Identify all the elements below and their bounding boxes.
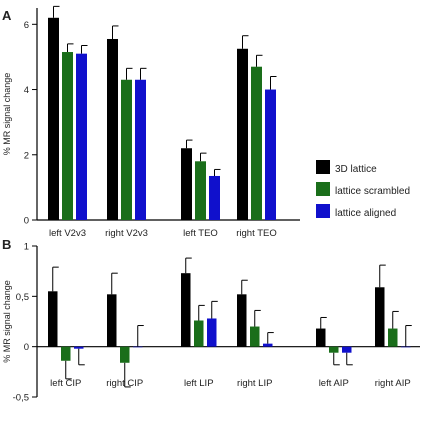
panel-b-category-label-right-cip: right CIP <box>106 378 143 389</box>
panel-a-right-teo-lattice-aligned-bar <box>265 89 276 221</box>
panel-label-a: A <box>2 8 12 23</box>
panel-b-left-aip-lattice-scrambled-bar <box>329 346 339 353</box>
legend-label-lattice-aligned: lattice aligned <box>335 208 396 219</box>
legend-label-3d-lattice: 3D lattice <box>335 164 377 175</box>
panel-a-right-v2v3-lattice-aligned-bar <box>135 79 146 220</box>
panel-b-right-aip-lattice-aligned-bar <box>401 346 411 348</box>
panel-b-left-aip-3d-lattice-bar <box>316 328 326 347</box>
panel-b-category-label-left-cip: left CIP <box>50 378 81 389</box>
panel-b-left-cip-3d-lattice-bar <box>48 291 58 347</box>
panel-b-y-tick-label-1: 0 <box>24 342 29 353</box>
panel-b-right-lip-lattice-scrambled-bar <box>250 326 260 347</box>
panel-b-y-axis-label: % MR signal change <box>2 280 12 363</box>
panel-b-y-tick-label-3: 1 <box>24 242 29 253</box>
panel-b-right-cip-lattice-aligned-bar <box>133 346 143 348</box>
panel-a-y-tick-label-0: 0 <box>24 216 29 227</box>
panel-a-category-label-left-teo: left TEO <box>183 228 218 239</box>
panel-b-left-lip-3d-lattice-bar <box>181 273 191 347</box>
panel-b-left-lip-lattice-aligned-bar <box>207 318 217 347</box>
legend-label-lattice-scrambled: lattice scrambled <box>335 186 410 197</box>
panel-a-y-tick-label-2: 4 <box>24 85 29 96</box>
chart-a: 0 2 4 6 % MR signal change left V2v3 right V2v… <box>2 5 300 239</box>
panel-label-b: B <box>2 237 11 252</box>
panel-b-right-aip-lattice-scrambled-bar <box>388 328 398 347</box>
chart-b: -0,5 0 0,5 1 % MR signal change left CIP right… <box>2 242 420 404</box>
panel-a-right-teo-3d-lattice-bar <box>237 48 248 221</box>
legend-swatch-lattice-scrambled <box>316 182 330 196</box>
panel-b-y-tick-label-2: 0,5 <box>16 292 29 303</box>
panel-a-category-label-right-v2v3: right V2v3 <box>105 228 148 239</box>
panel-b-right-cip-3d-lattice-bar <box>107 294 117 347</box>
panel-b-category-label-right-aip: right AIP <box>375 378 411 389</box>
panel-a-left-v2v3-lattice-scrambled-bar <box>62 52 73 221</box>
panel-b-left-cip-lattice-scrambled-bar <box>61 346 71 361</box>
panel-a-right-teo-lattice-scrambled-bar <box>251 66 262 220</box>
panel-a-y-axis-label: % MR signal change <box>2 73 12 156</box>
panel-a-category-label-right-teo: right TEO <box>236 228 276 239</box>
legend-swatch-lattice-aligned <box>316 204 330 218</box>
panel-a-y-tick-label-3: 6 <box>24 20 29 31</box>
panel-b-category-label-left-lip: left LIP <box>184 378 214 389</box>
panel-a-left-teo-3d-lattice-bar <box>181 148 192 220</box>
panel-a-right-v2v3-lattice-scrambled-bar <box>121 79 132 220</box>
panel-b-right-lip-lattice-aligned-bar <box>263 343 273 347</box>
panel-b-left-cip-lattice-aligned-bar <box>74 346 84 349</box>
panel-a-left-teo-lattice-aligned-bar <box>209 175 220 220</box>
legend-swatch-3d-lattice <box>316 160 330 174</box>
panel-a-left-v2v3-lattice-aligned-bar <box>76 53 87 221</box>
panel-b-category-label-right-lip: right LIP <box>237 378 272 389</box>
panel-b-right-aip-3d-lattice-bar <box>375 287 385 347</box>
panel-b-category-label-left-aip: left AIP <box>319 378 349 389</box>
panel-a-category-label-left-v2v3: left V2v3 <box>49 228 86 239</box>
panel-b-left-aip-lattice-aligned-bar <box>342 346 352 353</box>
panel-a-y-tick-label-1: 2 <box>24 150 29 161</box>
panel-b-right-cip-lattice-scrambled-bar <box>120 346 130 363</box>
panel-a-left-v2v3-3d-lattice-bar <box>48 17 59 221</box>
panel-b-y-tick-label-0: -0,5 <box>13 393 29 404</box>
panel-a-left-teo-lattice-scrambled-bar <box>195 161 206 220</box>
legend: 3D lattice lattice scrambled lattice ali… <box>316 160 410 219</box>
panel-b-right-lip-3d-lattice-bar <box>237 294 247 347</box>
panel-b-left-lip-lattice-scrambled-bar <box>194 320 204 347</box>
panel-a-right-v2v3-3d-lattice-bar <box>107 38 118 220</box>
